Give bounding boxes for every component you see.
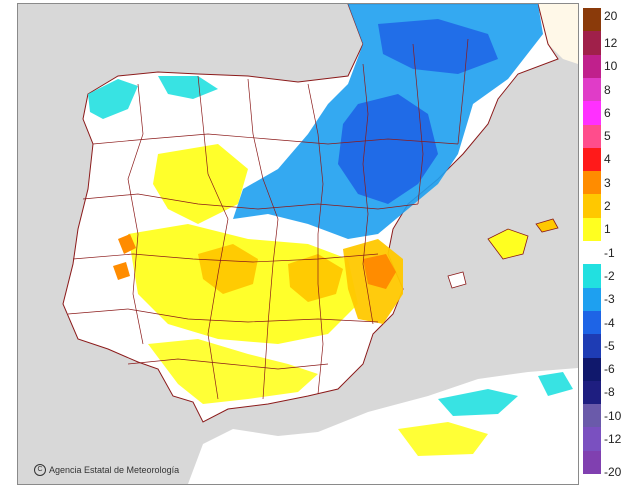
legend-label: -6 <box>604 362 615 377</box>
menorca <box>535 218 559 233</box>
legend-swatch <box>583 427 601 452</box>
legend-swatch <box>583 287 601 312</box>
cool-fringe-cantabria <box>158 76 218 99</box>
map-frame <box>17 3 579 485</box>
legend-label: 3 <box>604 175 611 190</box>
legend-label: 1 <box>604 222 611 237</box>
warm-patch-africa <box>398 422 488 456</box>
legend-swatch <box>583 101 601 125</box>
legend-swatch <box>583 8 601 32</box>
legend-swatch <box>583 77 601 102</box>
cool-core-ne <box>338 94 438 204</box>
legend-swatch <box>583 404 601 428</box>
credit-label: C Agencia Estatal de Meteorología <box>34 464 179 476</box>
legend-swatch <box>583 241 601 265</box>
legend-swatch <box>583 124 601 149</box>
legend-swatch <box>583 310 601 335</box>
mallorca <box>487 228 529 260</box>
legend-label: 6 <box>604 105 611 120</box>
legend-swatch <box>583 147 601 172</box>
france-area <box>538 4 578 64</box>
temperature-anomaly-map <box>18 4 578 484</box>
credit-text: Agencia Estatal de Meteorología <box>49 465 180 475</box>
legend-swatch <box>583 217 601 242</box>
legend-label: -1 <box>604 245 615 260</box>
warm-hotspot-west-2 <box>113 262 130 280</box>
cool-patch-africa-1 <box>438 389 518 416</box>
legend-swatch <box>583 334 601 358</box>
legend-label: -4 <box>604 315 615 330</box>
legend-swatch <box>583 380 601 405</box>
legend-label: 10 <box>604 59 618 74</box>
warm-hotspot-valencia <box>363 254 396 289</box>
legend-label: 4 <box>604 152 611 167</box>
legend-label: -12 <box>604 432 622 447</box>
warm-region-orange-2 <box>288 254 343 302</box>
legend-label: 5 <box>604 129 611 144</box>
legend-swatch <box>583 357 601 382</box>
legend-label: 2 <box>604 199 611 214</box>
cool-patch-africa-2 <box>538 372 573 396</box>
watermark-text: meteoi <box>482 452 543 471</box>
color-legend <box>583 8 601 475</box>
ibiza <box>447 271 467 289</box>
legend-label: 12 <box>604 35 618 50</box>
legend-swatch <box>583 450 601 475</box>
legend-swatch <box>583 54 601 79</box>
legend-label: 8 <box>604 82 611 97</box>
legend-label: -2 <box>604 268 615 283</box>
cool-fringe-nw <box>88 79 138 119</box>
warm-region-orange-1 <box>198 244 258 294</box>
copyright-icon: C <box>34 464 46 476</box>
legend-swatch <box>583 171 601 195</box>
cool-core-pyrenees <box>378 19 498 74</box>
warm-region-center <box>153 144 248 224</box>
legend-label: 20 <box>604 9 618 23</box>
legend-swatch <box>583 264 601 289</box>
legend-label: -10 <box>604 408 622 423</box>
legend-swatch <box>583 194 601 219</box>
legend-label: -8 <box>604 385 615 400</box>
warm-region-south <box>148 339 318 404</box>
legend-label: -5 <box>604 338 615 353</box>
province-borders <box>67 38 469 400</box>
warm-hotspot-west-1 <box>118 234 136 254</box>
legend-swatch <box>583 31 601 56</box>
legend-label: -20 <box>604 465 622 479</box>
legend-label: -3 <box>604 292 615 307</box>
